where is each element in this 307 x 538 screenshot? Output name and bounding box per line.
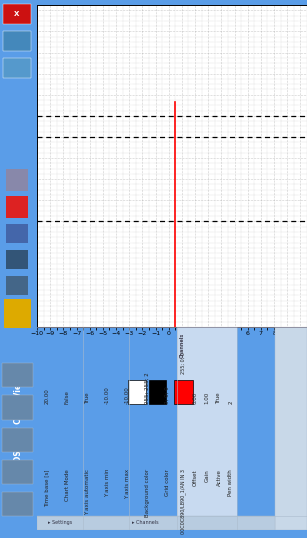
Text: -10.00: -10.00 <box>125 386 130 404</box>
Text: Gain: Gain <box>204 469 210 482</box>
Bar <box>2 395 33 420</box>
Text: Time base [s]: Time base [s] <box>45 469 49 507</box>
Bar <box>177 327 237 530</box>
Text: True: True <box>85 393 90 404</box>
Text: ▸ Channels: ▸ Channels <box>131 520 158 526</box>
Text: Y axis max: Y axis max <box>125 469 130 499</box>
Text: 0; 0; 0: 0; 0; 0 <box>165 386 170 404</box>
Bar <box>3 4 31 24</box>
Text: 00C0C890/LB90_1/AN IN 3: 00C0C890/LB90_1/AN IN 3 <box>181 469 186 534</box>
Text: 0.00: 0.00 <box>193 392 198 404</box>
Bar <box>274 327 307 530</box>
Text: 20.00: 20.00 <box>45 388 49 404</box>
Text: Offset: Offset <box>193 469 198 486</box>
Text: -10.00: -10.00 <box>105 386 110 404</box>
Bar <box>2 363 33 387</box>
Bar <box>2 428 33 452</box>
Bar <box>3 58 31 78</box>
Bar <box>4 299 31 328</box>
Text: Y axis min: Y axis min <box>105 469 110 498</box>
Bar <box>6 169 28 191</box>
Bar <box>6 250 28 269</box>
Text: Active: Active <box>216 469 221 486</box>
Text: ▸ Settings: ▸ Settings <box>48 520 72 526</box>
Bar <box>149 380 166 404</box>
Text: Grid color: Grid color <box>165 469 170 496</box>
Text: Background color: Background color <box>145 469 150 517</box>
Text: Pen width: Pen width <box>228 469 233 496</box>
Bar <box>6 196 28 218</box>
Bar <box>2 492 33 516</box>
Text: 1.00: 1.00 <box>204 392 210 404</box>
Text: 2: 2 <box>228 401 233 404</box>
Bar <box>3 31 31 51</box>
Text: False: False <box>64 390 70 404</box>
Bar <box>174 380 193 404</box>
Bar <box>128 380 146 404</box>
Bar <box>37 516 274 530</box>
Text: Channels: Channels <box>180 333 185 358</box>
Bar <box>2 460 33 484</box>
Text: 255; 0; 0: 255; 0; 0 <box>181 352 186 374</box>
Text: True: True <box>216 393 221 404</box>
Text: Chart Mode: Chart Mode <box>64 469 70 501</box>
Bar <box>6 276 28 295</box>
Text: DSE 890 Chart View: DSE 890 Chart View <box>14 377 23 462</box>
Text: X: X <box>14 11 20 17</box>
Text: Y axis automatic: Y axis automatic <box>85 469 90 515</box>
Text: 255; 255; 2: 255; 255; 2 <box>145 372 150 404</box>
Bar <box>6 224 28 243</box>
